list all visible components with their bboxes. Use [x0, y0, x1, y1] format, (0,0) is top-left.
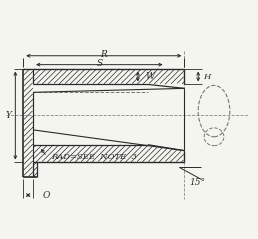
Text: W: W: [146, 72, 155, 81]
Text: 15°: 15°: [189, 178, 205, 187]
Text: R: R: [100, 50, 107, 59]
Text: S: S: [96, 59, 102, 68]
Text: RAD=SEE  NOTE  3: RAD=SEE NOTE 3: [51, 152, 137, 161]
Text: Y: Y: [5, 111, 11, 120]
Text: O: O: [43, 191, 50, 200]
Text: H: H: [203, 72, 210, 81]
